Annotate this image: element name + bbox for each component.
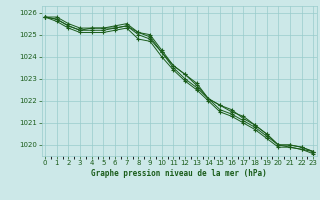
X-axis label: Graphe pression niveau de la mer (hPa): Graphe pression niveau de la mer (hPa) [91,169,267,178]
